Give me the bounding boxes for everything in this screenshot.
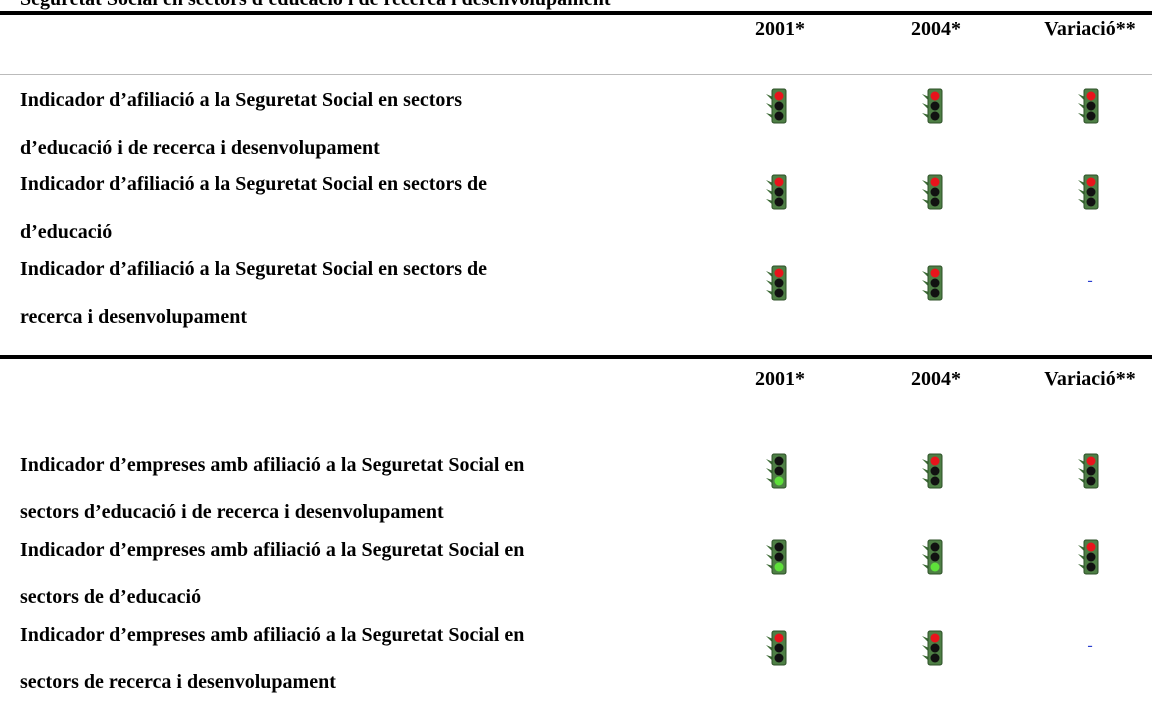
traffic-light bbox=[922, 265, 946, 301]
row-label: d’educació bbox=[20, 221, 113, 243]
traffic-light bbox=[766, 453, 790, 489]
traffic-light bbox=[766, 88, 790, 124]
rule bbox=[0, 74, 1152, 75]
row-label: Indicador d’afiliació a la Seguretat Soc… bbox=[20, 173, 488, 195]
traffic-light bbox=[1078, 453, 1102, 489]
row-label: sectors de recerca i desenvolupament bbox=[20, 671, 336, 693]
header: Variació** bbox=[1044, 368, 1136, 390]
traffic-light bbox=[922, 88, 946, 124]
traffic-light bbox=[766, 539, 790, 575]
traffic-light bbox=[922, 453, 946, 489]
row-label: Indicador d’empreses amb afiliació a la … bbox=[20, 539, 525, 561]
header: 2004* bbox=[911, 18, 961, 40]
dash: - bbox=[1087, 272, 1093, 289]
row-label: Indicador d’empreses amb afiliació a la … bbox=[20, 624, 525, 646]
header: 2004* bbox=[911, 368, 961, 390]
traffic-light bbox=[922, 630, 946, 666]
row-label: Indicador d’afiliació a la Seguretat Soc… bbox=[20, 89, 463, 111]
rule bbox=[0, 355, 1152, 359]
row-label: Indicador d’empreses amb afiliació a la … bbox=[20, 454, 525, 476]
dash: - bbox=[1087, 637, 1093, 654]
traffic-light bbox=[922, 174, 946, 210]
row-label: sectors d’educació i de recerca i desenv… bbox=[20, 501, 444, 523]
title: Seguretat Social en sectors d'educació i… bbox=[20, 0, 610, 11]
traffic-light bbox=[766, 630, 790, 666]
rule bbox=[0, 11, 1152, 15]
header: 2001* bbox=[755, 368, 805, 390]
row-label: sectors de d’educació bbox=[20, 586, 202, 608]
row-label: recerca i desenvolupament bbox=[20, 306, 248, 328]
traffic-light bbox=[1078, 174, 1102, 210]
header: Variació** bbox=[1044, 18, 1136, 40]
row-label: Indicador d’afiliació a la Seguretat Soc… bbox=[20, 258, 488, 280]
traffic-light bbox=[766, 174, 790, 210]
row-label: d’educació i de recerca i desenvolupamen… bbox=[20, 137, 380, 159]
traffic-light bbox=[766, 265, 790, 301]
traffic-light bbox=[922, 539, 946, 575]
traffic-light bbox=[1078, 539, 1102, 575]
header: 2001* bbox=[755, 18, 805, 40]
traffic-light bbox=[1078, 88, 1102, 124]
